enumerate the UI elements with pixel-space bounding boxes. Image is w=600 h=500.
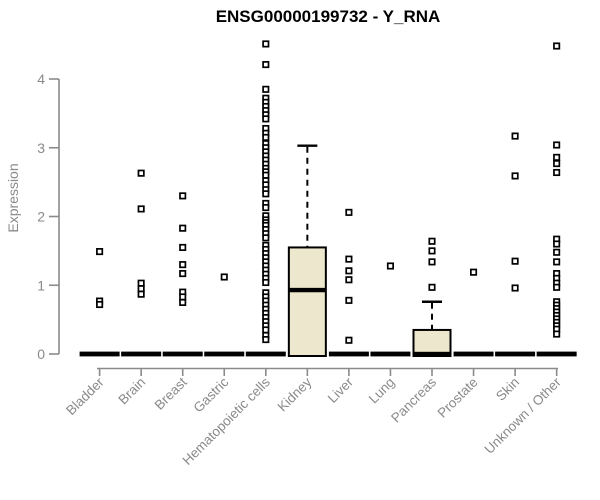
outlier-point — [262, 133, 270, 141]
x-tick-label: Kidney — [275, 374, 315, 414]
y-tick-label: 4 — [37, 71, 45, 87]
outlier-point — [511, 284, 519, 292]
outlier-point — [428, 283, 436, 291]
x-tick-label: Prostate — [435, 375, 481, 421]
y-tick-label: 3 — [37, 140, 45, 156]
zero-box — [162, 351, 203, 357]
outlier-point — [386, 262, 395, 270]
outlier-point — [220, 273, 228, 281]
median-line — [288, 287, 326, 293]
outlier-point — [511, 257, 519, 265]
outlier-point — [262, 326, 270, 334]
outlier-point — [428, 258, 436, 266]
outlier-point — [179, 270, 187, 278]
y-tick-label: 2 — [37, 209, 45, 225]
outlier-point — [262, 204, 270, 212]
outlier-point — [553, 248, 561, 256]
outlier-point — [553, 160, 561, 168]
y-tick-label: 1 — [37, 277, 45, 293]
outlier-point — [553, 283, 561, 291]
outlier-point — [262, 190, 270, 198]
outlier-point — [345, 296, 353, 304]
zero-box — [536, 351, 577, 357]
x-tick-label: Skin — [493, 375, 522, 404]
x-tick-label: Liver — [325, 374, 357, 406]
outlier-point — [428, 247, 436, 255]
outlier-point — [553, 330, 561, 338]
outlier-point — [553, 258, 561, 266]
zero-box — [453, 351, 494, 357]
outlier-point — [262, 115, 270, 123]
y-tick-label: 0 — [37, 346, 45, 362]
median-line — [413, 351, 451, 357]
outlier-point — [428, 237, 436, 245]
outlier-point — [262, 40, 270, 48]
outlier-point — [345, 267, 353, 275]
outlier-point — [179, 192, 187, 200]
y-axis-label: Expression — [5, 163, 21, 233]
outlier-point — [262, 278, 270, 287]
chart-title: ENSG00000199732 - Y_RNA — [215, 7, 441, 26]
outlier-point — [553, 240, 561, 248]
zero-box — [79, 351, 120, 357]
outlier-point — [345, 276, 353, 284]
outlier-point — [137, 285, 145, 293]
outlier-point — [179, 298, 187, 306]
x-tick-label: Lung — [366, 375, 398, 407]
outlier-point — [553, 168, 561, 177]
outlier-point — [262, 61, 270, 69]
outlier-point — [553, 141, 561, 149]
outlier-point — [262, 336, 270, 344]
x-tick-label: Breast — [152, 374, 190, 412]
outlier-point — [262, 171, 270, 179]
x-tick-label: Pancreas — [388, 374, 439, 425]
box — [287, 246, 327, 357]
outlier-point — [137, 169, 145, 177]
zero-box — [121, 351, 162, 357]
outlier-point — [262, 234, 270, 242]
outlier-point — [553, 42, 561, 50]
x-tick-label: Gastric — [191, 374, 232, 415]
zero-box — [495, 351, 536, 357]
outlier-point — [179, 261, 187, 269]
outlier-point — [345, 336, 353, 344]
outlier-point — [345, 255, 353, 263]
outlier-point — [96, 300, 104, 309]
outlier-point — [553, 153, 561, 161]
zero-box — [204, 351, 245, 357]
outlier-point — [179, 243, 187, 251]
outlier-point — [96, 248, 104, 256]
outlier-point — [345, 208, 353, 216]
x-tick-label: Bladder — [63, 374, 107, 418]
outlier-point — [137, 290, 145, 298]
outlier-point — [262, 85, 270, 93]
zero-box — [245, 351, 286, 357]
outlier-point — [137, 205, 145, 213]
outlier-point — [470, 268, 478, 276]
outlier-point — [179, 293, 187, 301]
zero-box — [328, 351, 369, 357]
x-tick-label: Unknown / Other — [482, 374, 565, 457]
outlier-point — [511, 132, 519, 140]
outlier-point — [179, 224, 187, 232]
outlier-point — [511, 172, 519, 180]
x-tick-label: Brain — [115, 375, 148, 408]
zero-box — [370, 351, 411, 357]
outlier-point — [137, 279, 145, 287]
